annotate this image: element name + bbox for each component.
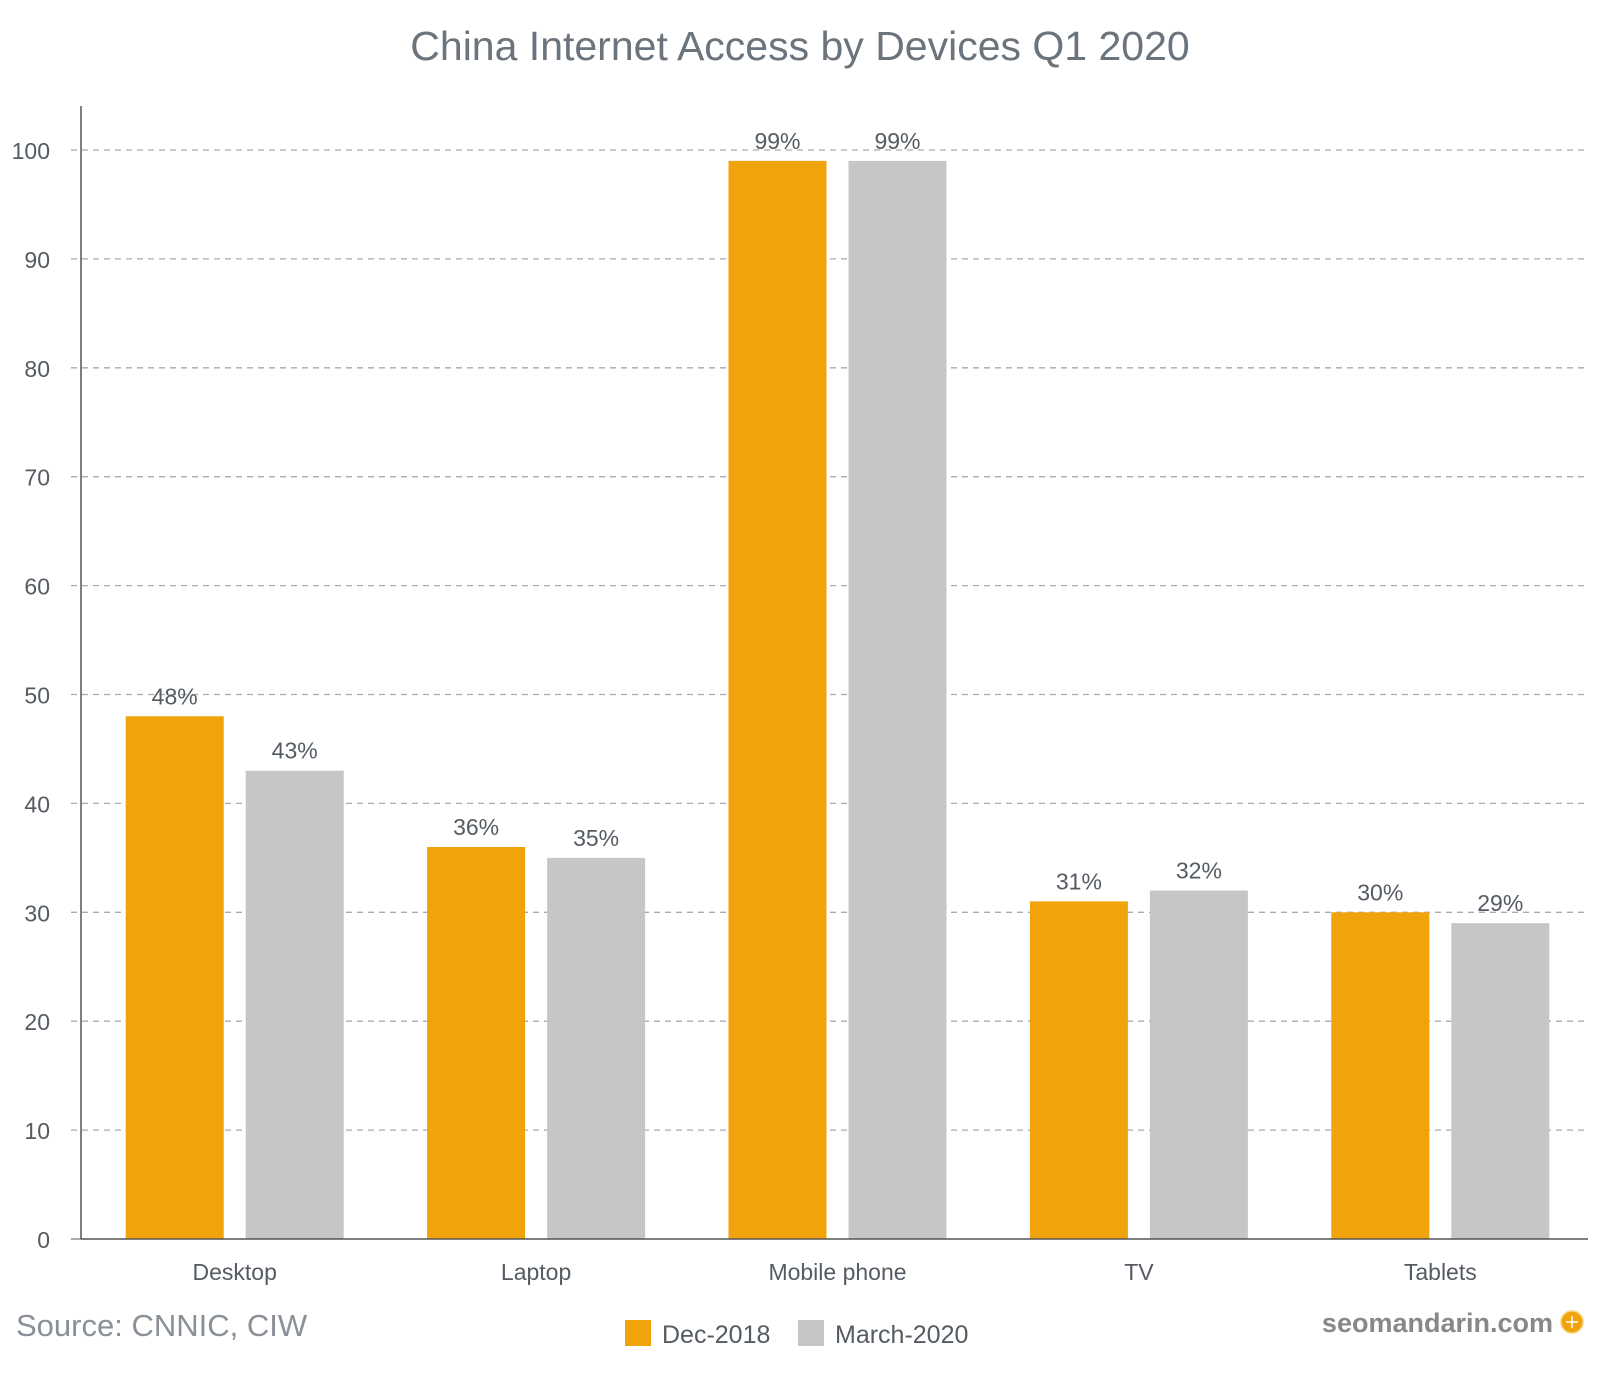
bar-laptop-march-2020 bbox=[547, 857, 646, 1239]
source-note: Source: CNNIC, CIW bbox=[16, 1308, 308, 1343]
y-tick-label: 40 bbox=[24, 791, 50, 817]
data-label: 43% bbox=[272, 738, 318, 764]
bar-tablets-dec-2018 bbox=[1331, 912, 1430, 1239]
bar-mobile-phone-march-2020 bbox=[848, 160, 947, 1239]
x-tick-label: Tablets bbox=[1404, 1259, 1477, 1285]
legend: Dec-2018 March-2020 bbox=[625, 1320, 968, 1349]
y-tick-label: 90 bbox=[24, 247, 50, 273]
x-tick-label: Mobile phone bbox=[768, 1259, 906, 1285]
data-label: 36% bbox=[453, 814, 499, 840]
data-label: 35% bbox=[573, 825, 619, 851]
bar-laptop-dec-2018 bbox=[427, 846, 526, 1239]
data-label: 99% bbox=[754, 128, 800, 154]
watermark-logo: seomandarin.com bbox=[1322, 1308, 1584, 1338]
y-tick-label: 80 bbox=[24, 356, 50, 382]
y-axis-ticks: 0 10 20 30 40 50 60 70 80 90 100 bbox=[12, 138, 50, 1253]
y-tick-label: 60 bbox=[24, 574, 50, 600]
data-label: 29% bbox=[1477, 890, 1523, 916]
bar-mobile-phone-dec-2018 bbox=[728, 160, 827, 1239]
y-tick-label: 30 bbox=[24, 900, 50, 926]
bar-tablets-march-2020 bbox=[1451, 923, 1550, 1239]
x-tick-label: Desktop bbox=[193, 1259, 277, 1285]
x-tick-label: TV bbox=[1124, 1259, 1154, 1285]
bar-desktop-march-2020 bbox=[245, 770, 344, 1239]
legend-swatch-march-2020 bbox=[798, 1320, 824, 1346]
bars: 48% 43% 36% 35% 99% 99% 31% 32% 30% 29% bbox=[125, 128, 1550, 1239]
data-label: 32% bbox=[1176, 858, 1222, 884]
legend-swatch-dec-2018 bbox=[625, 1320, 651, 1346]
bar-desktop-dec-2018 bbox=[125, 716, 224, 1239]
data-label: 48% bbox=[152, 683, 198, 709]
logo-glyph-icon bbox=[1566, 1316, 1578, 1328]
legend-label-dec-2018: Dec-2018 bbox=[662, 1321, 770, 1349]
legend-label-march-2020: March-2020 bbox=[835, 1321, 968, 1349]
x-tick-label: Laptop bbox=[501, 1259, 571, 1285]
y-tick-label: 10 bbox=[24, 1118, 50, 1144]
y-tick-label: 20 bbox=[24, 1009, 50, 1035]
bar-tv-march-2020 bbox=[1149, 890, 1248, 1239]
y-tick-label: 0 bbox=[37, 1227, 50, 1253]
data-label: 31% bbox=[1056, 868, 1102, 894]
watermark-text: seomandarin.com bbox=[1322, 1308, 1553, 1338]
chart-title: China Internet Access by Devices Q1 2020 bbox=[410, 23, 1189, 69]
bar-tv-dec-2018 bbox=[1029, 901, 1128, 1239]
gridlines bbox=[71, 149, 1588, 1240]
data-label: 99% bbox=[874, 128, 920, 154]
data-label: 30% bbox=[1357, 879, 1403, 905]
x-axis-ticks: Desktop Laptop Mobile phone TV Tablets bbox=[193, 1259, 1477, 1285]
y-tick-label: 50 bbox=[24, 683, 50, 709]
y-tick-label: 70 bbox=[24, 465, 50, 491]
y-tick-label: 100 bbox=[12, 138, 50, 164]
